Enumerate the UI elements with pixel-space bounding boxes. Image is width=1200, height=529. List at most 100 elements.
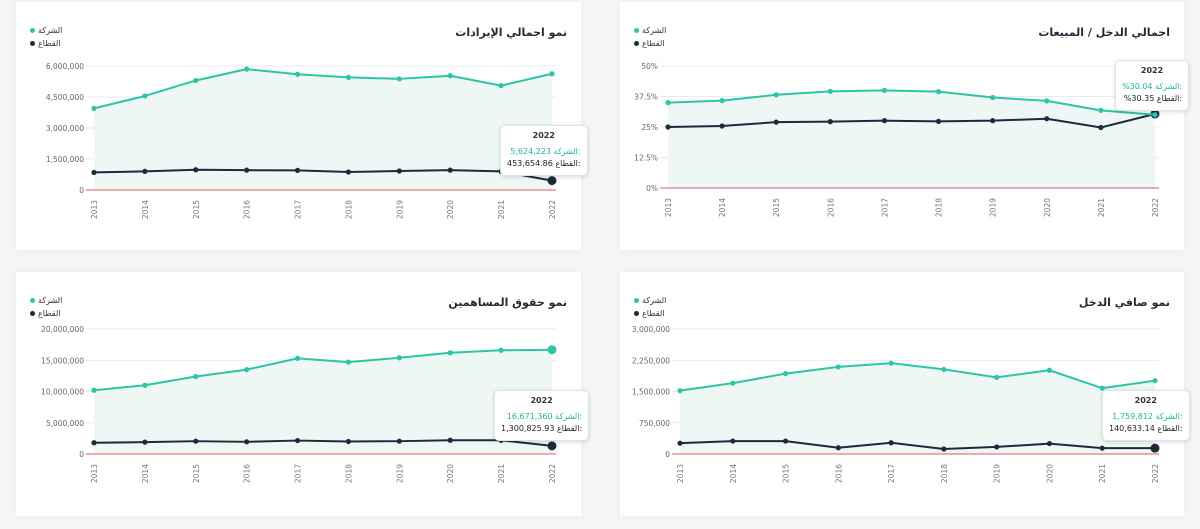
legend-label: القطاع	[642, 39, 665, 48]
legend-item-sector[interactable]: القطاع	[634, 37, 666, 50]
data-point-sector	[91, 440, 97, 446]
y-tick-label: 12.5%	[634, 154, 658, 163]
series-line-sector	[93, 168, 553, 182]
tooltip-sector-label: القطاع:	[555, 159, 581, 168]
legend-dot-icon	[634, 41, 639, 46]
tooltip: 2022 16,671,360 الشركة: 1,300,825.93 الق…	[494, 390, 590, 441]
tooltip-sector-value: 140,633.14	[1109, 424, 1155, 433]
chart-card-revenue: نمو اجمالي الإيرادات الشركة القطاع 0 1,50…	[16, 2, 588, 250]
legend-label: الشركة	[38, 296, 63, 305]
tooltip: 2022 1,759,812 الشركة: 140,633.14 القطاع…	[1102, 390, 1190, 441]
tooltip-company-value: 16,671,360	[506, 412, 553, 421]
chart-title: نمو صافي الدخل	[1078, 296, 1170, 309]
y-tick-label: 3,000,000	[46, 124, 84, 133]
x-tick-label: 2016	[834, 464, 843, 483]
y-tick-label: 25%	[641, 123, 658, 132]
y-tick-label: 750,000	[639, 419, 670, 428]
data-point-company	[244, 367, 250, 373]
data-point-company	[142, 93, 148, 99]
data-point-sector	[994, 444, 1000, 450]
x-tick-label: 2019	[989, 198, 998, 217]
tooltip-company-value: 5,624,223	[510, 147, 551, 156]
legend-dot-icon	[634, 311, 639, 316]
chart-title: اجمالي الدخل / المبيعات	[1038, 26, 1170, 39]
x-tick-label: 2019	[395, 464, 404, 483]
legend-item-company[interactable]: الشركة	[30, 24, 62, 37]
legend-item-company[interactable]: الشركة	[30, 294, 62, 307]
x-tick-label: 2021	[497, 200, 506, 219]
x-tick-label: 2013	[676, 464, 685, 483]
data-point-company	[244, 66, 250, 72]
data-point-sector	[91, 169, 97, 176]
x-tick-label: 2015	[192, 464, 201, 483]
data-point-sector	[888, 440, 894, 446]
x-tick-label: 2018	[344, 200, 353, 219]
tooltip-sector-value: %30.35	[1123, 94, 1155, 103]
series-line-sector	[93, 439, 553, 447]
line-chart: 0 5,000,000 10,000,000 15,000,000 20,000,000…	[41, 325, 557, 483]
legend-dot-icon	[30, 311, 35, 316]
y-tick-label: 0	[665, 450, 670, 459]
legend-dot-icon	[634, 28, 639, 33]
legend-dot-icon	[30, 28, 35, 33]
y-tick-label: 1,500,000	[46, 155, 84, 164]
x-tick-label: 2015	[782, 464, 791, 483]
chart-title: نمو اجمالي الإيرادات	[455, 26, 567, 39]
data-point-sector	[1046, 440, 1053, 447]
tooltip-year: 2022	[1140, 66, 1164, 75]
data-point-company	[782, 370, 789, 377]
legend-dot-icon	[634, 298, 639, 303]
x-tick-label: 2014	[141, 464, 150, 483]
data-point-company	[547, 345, 557, 355]
x-tick-label: 2020	[1043, 198, 1052, 217]
area-company	[680, 363, 1155, 454]
tooltip-year: 2022	[1134, 396, 1157, 405]
area-company	[94, 69, 552, 190]
y-tick-label: 0	[79, 450, 84, 459]
data-point-company	[1098, 107, 1104, 114]
series-line-sector	[667, 112, 1156, 129]
data-point-sector	[142, 168, 148, 174]
data-point-sector	[244, 167, 250, 173]
tooltip-company-label: الشركة:	[555, 412, 583, 421]
data-point-sector	[1150, 443, 1160, 453]
data-point-sector	[345, 169, 352, 175]
data-point-company	[835, 364, 841, 370]
line-chart: 0 1,500,000 3,000,000 4,500,000 6,000,000 201…	[46, 62, 557, 219]
legend-item-sector[interactable]: القطاع	[30, 37, 62, 50]
x-tick-label: 2016	[243, 464, 252, 483]
legend-item-company[interactable]: الشركة	[634, 24, 666, 37]
x-tick-label: 2021	[1097, 198, 1106, 217]
x-tick-label: 2016	[243, 200, 252, 219]
legend: الشركة القطاع	[634, 294, 666, 320]
data-point-company	[447, 350, 453, 356]
legend-item-company[interactable]: الشركة	[634, 294, 666, 307]
data-point-sector	[396, 438, 402, 444]
chart-card-net-income: نمو صافي الدخل الشركة القطاع 0 750,000 1,5…	[620, 272, 1190, 516]
chart-card-equity: نمو حقوق المساهمين الشركة القطاع 0 5,000,…	[16, 272, 590, 516]
y-tick-label: 15,000,000	[41, 356, 84, 365]
data-point-company	[719, 98, 725, 104]
tooltip-sector-label: القطاع:	[1157, 424, 1183, 433]
data-point-company	[193, 77, 199, 84]
x-tick-label: 2014	[729, 464, 738, 483]
data-point-sector	[941, 446, 947, 452]
data-point-sector	[193, 167, 199, 173]
y-tick-label: 1,500,000	[632, 388, 670, 397]
series-line-sector	[679, 440, 1156, 450]
legend-item-sector[interactable]: القطاع	[634, 307, 666, 320]
data-point-sector	[547, 176, 557, 186]
data-point-sector	[547, 441, 557, 451]
data-point-sector	[1099, 445, 1105, 451]
x-tick-label: 2022	[1151, 198, 1160, 217]
legend: الشركة القطاع	[30, 294, 62, 320]
data-point-company	[1044, 98, 1050, 104]
series-line-company	[93, 348, 553, 392]
area-company	[94, 349, 552, 454]
data-point-company	[665, 100, 671, 106]
data-point-sector	[294, 167, 301, 173]
tooltip: 2022 5,624,223 الشركة: 453,654.86 القطاع…	[500, 125, 588, 176]
series-line-company	[679, 362, 1156, 392]
legend-item-sector[interactable]: القطاع	[30, 307, 62, 320]
data-point-company	[294, 71, 301, 77]
